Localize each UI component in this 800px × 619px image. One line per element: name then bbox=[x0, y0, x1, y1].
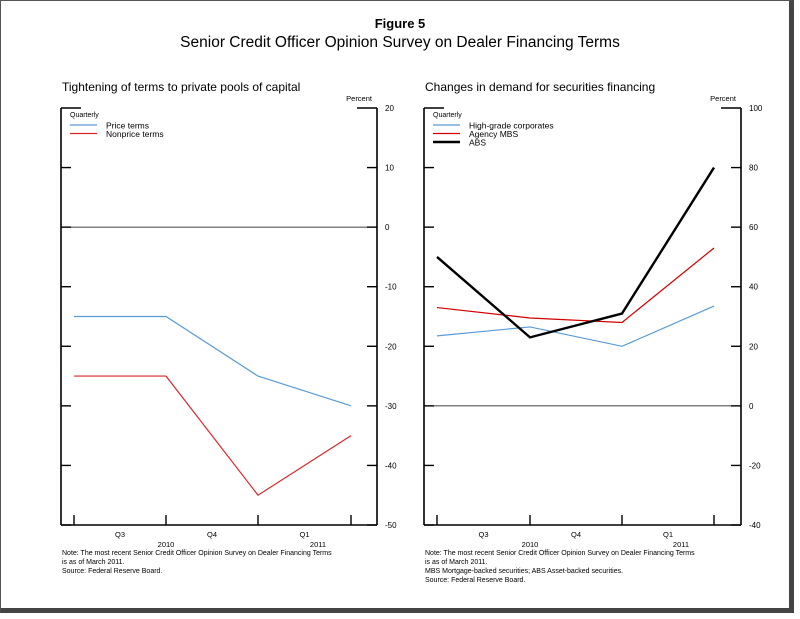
figure-number: Figure 5 bbox=[375, 16, 426, 31]
y-tick-label: -30 bbox=[385, 402, 397, 411]
note-text: MBS Mortgage-backed securities; ABS Asse… bbox=[425, 568, 623, 575]
y-tick-label: -20 bbox=[385, 342, 397, 351]
x-year-label: 2011 bbox=[310, 540, 326, 549]
x-quarter-label: Q1 bbox=[299, 530, 309, 539]
legend-frequency-label: Quarterly bbox=[433, 112, 462, 119]
y-tick-label: -50 bbox=[385, 521, 397, 530]
legend-label: Nonprice terms bbox=[106, 129, 164, 139]
figure-title: Senior Credit Officer Opinion Survey on … bbox=[180, 34, 620, 51]
panel-title: Tightening of terms to private pools of … bbox=[62, 80, 300, 94]
series-line-nonprice-terms bbox=[74, 375, 352, 497]
series-line-abs bbox=[436, 166, 716, 339]
y-tick-label: 10 bbox=[385, 164, 394, 173]
x-quarter-label: Q3 bbox=[115, 530, 125, 539]
series-line-agency-mbs bbox=[436, 247, 715, 324]
y-tick-label: 100 bbox=[749, 104, 763, 113]
y-tick-label: 40 bbox=[749, 283, 758, 292]
y-axis-unit: Percent bbox=[710, 94, 737, 103]
panel-title: Changes in demand for securities financi… bbox=[425, 80, 655, 94]
note-text: is as of March 2011. bbox=[425, 559, 488, 566]
y-tick-label: 20 bbox=[749, 342, 758, 351]
x-quarter-label: Q1 bbox=[663, 530, 673, 539]
legend-label: Agency MBS bbox=[469, 129, 518, 139]
y-tick-label: 0 bbox=[749, 402, 754, 411]
series-line-price-terms bbox=[74, 315, 352, 407]
note-text: Source: Federal Reserve Board. bbox=[425, 577, 525, 584]
y-tick-label: -40 bbox=[749, 521, 761, 530]
note-text: Source: Federal Reserve Board. bbox=[62, 568, 162, 575]
note-text: is as of March 2011. bbox=[62, 559, 125, 566]
series-line-high-grade-corporates bbox=[436, 305, 715, 347]
y-tick-label: 80 bbox=[749, 164, 758, 173]
x-year-label: 2011 bbox=[673, 540, 689, 549]
y-tick-label: 0 bbox=[385, 223, 390, 232]
legend-label: ABS bbox=[469, 138, 486, 148]
x-quarter-label: Q4 bbox=[571, 530, 581, 539]
x-year-label: 2010 bbox=[522, 540, 539, 549]
y-axis-unit: Percent bbox=[346, 94, 373, 103]
y-tick-label: -10 bbox=[385, 283, 397, 292]
y-tick-label: -40 bbox=[385, 461, 397, 470]
x-quarter-label: Q4 bbox=[207, 530, 217, 539]
x-year-label: 2010 bbox=[158, 540, 175, 549]
y-tick-label: -20 bbox=[749, 461, 761, 470]
note-text: Note: The most recent Senior Credit Offi… bbox=[425, 550, 695, 557]
x-quarter-label: Q3 bbox=[478, 530, 488, 539]
legend-frequency-label: Quarterly bbox=[70, 112, 99, 119]
y-tick-label: 60 bbox=[749, 223, 758, 232]
y-tick-label: 20 bbox=[385, 104, 394, 113]
legend-label: High-grade corporates bbox=[469, 121, 554, 131]
legend-label: Price terms bbox=[106, 121, 149, 131]
note-text: Note: The most recent Senior Credit Offi… bbox=[62, 550, 332, 557]
